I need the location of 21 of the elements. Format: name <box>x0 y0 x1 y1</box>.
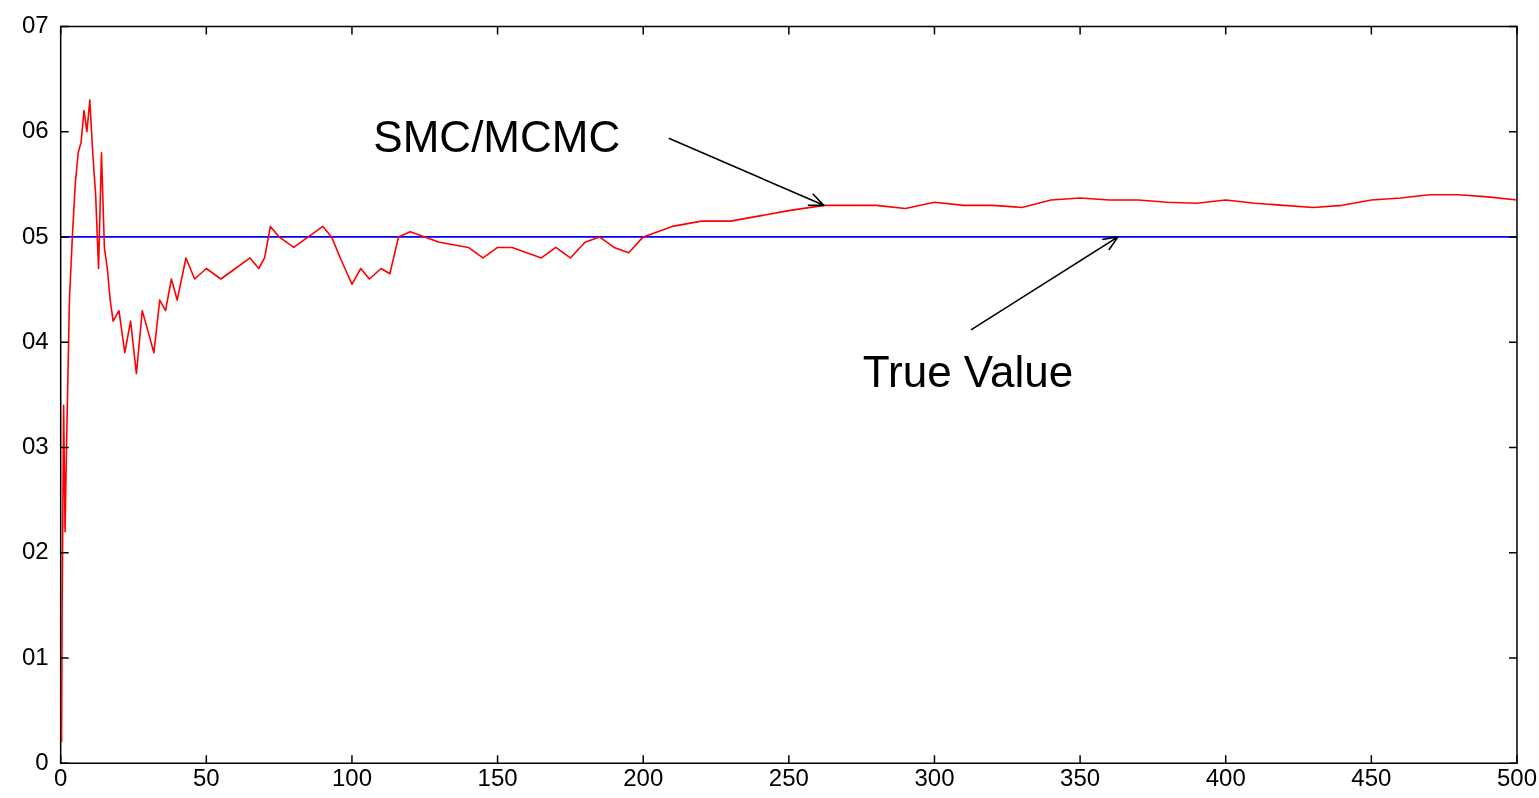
y-tick-label: 06 <box>21 116 49 144</box>
y-tick-label: 07 <box>21 11 49 39</box>
x-tick-label: 50 <box>192 764 220 792</box>
x-tick-label: 200 <box>623 764 664 792</box>
x-tick-label: 0 <box>54 764 68 792</box>
annotation: True Value <box>862 347 1074 397</box>
x-tick-label: 100 <box>331 764 372 792</box>
annotation: SMC/MCMC <box>373 112 621 162</box>
y-tick-label: 02 <box>21 537 49 565</box>
y-tick-label: 01 <box>21 642 49 670</box>
y-tick-label: 05 <box>21 221 49 249</box>
y-tick-label: 03 <box>21 432 49 460</box>
y-tick-label: 0 <box>35 747 49 775</box>
x-tick-label: 350 <box>1060 764 1101 792</box>
x-tick-label: 500 <box>1496 764 1537 792</box>
x-tick-label: 400 <box>1205 764 1246 792</box>
x-tick-label: 450 <box>1351 764 1392 792</box>
y-tick-label: 04 <box>21 326 49 354</box>
x-tick-label: 300 <box>914 764 955 792</box>
x-tick-label: 150 <box>477 764 518 792</box>
x-tick-label: 250 <box>768 764 809 792</box>
